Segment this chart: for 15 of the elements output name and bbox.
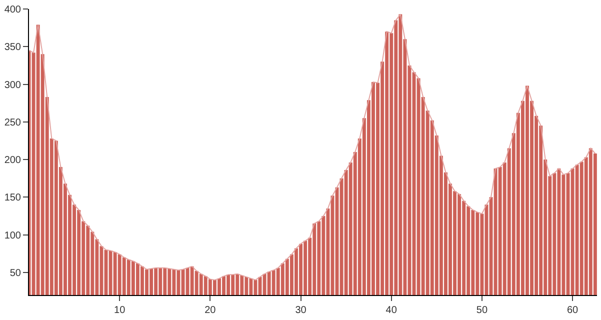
x-tick-label: 20 [204,305,216,316]
y-tick-label: 400 [4,4,22,16]
y-tick-label: 200 [4,155,22,166]
line-series [29,14,596,280]
y-tick-label: 50 [10,268,22,279]
x-tick-label: 30 [295,305,307,316]
y-tick-label: 300 [4,80,22,91]
y-tick-label: 350 [4,42,22,54]
x-tick-label: 60 [566,305,579,316]
y-tick-label: 100 [4,230,22,242]
x-tick-label: 10 [114,305,126,316]
y-tick-label: 150 [4,192,22,204]
y-tick-label: 250 [4,117,22,128]
x-tick-label: 40 [386,305,398,316]
x-tick-label: 50 [476,305,488,316]
